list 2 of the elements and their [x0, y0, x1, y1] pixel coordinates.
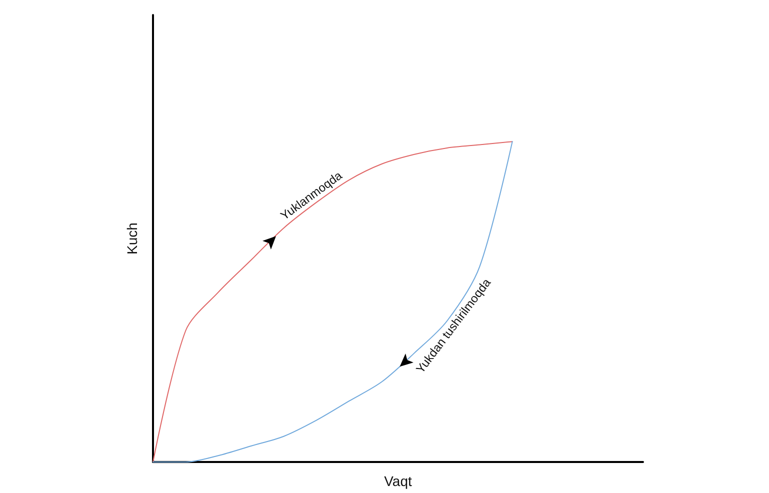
y-axis-title: Kuch — [124, 222, 140, 254]
x-axis-title: Vaqt — [384, 473, 412, 489]
